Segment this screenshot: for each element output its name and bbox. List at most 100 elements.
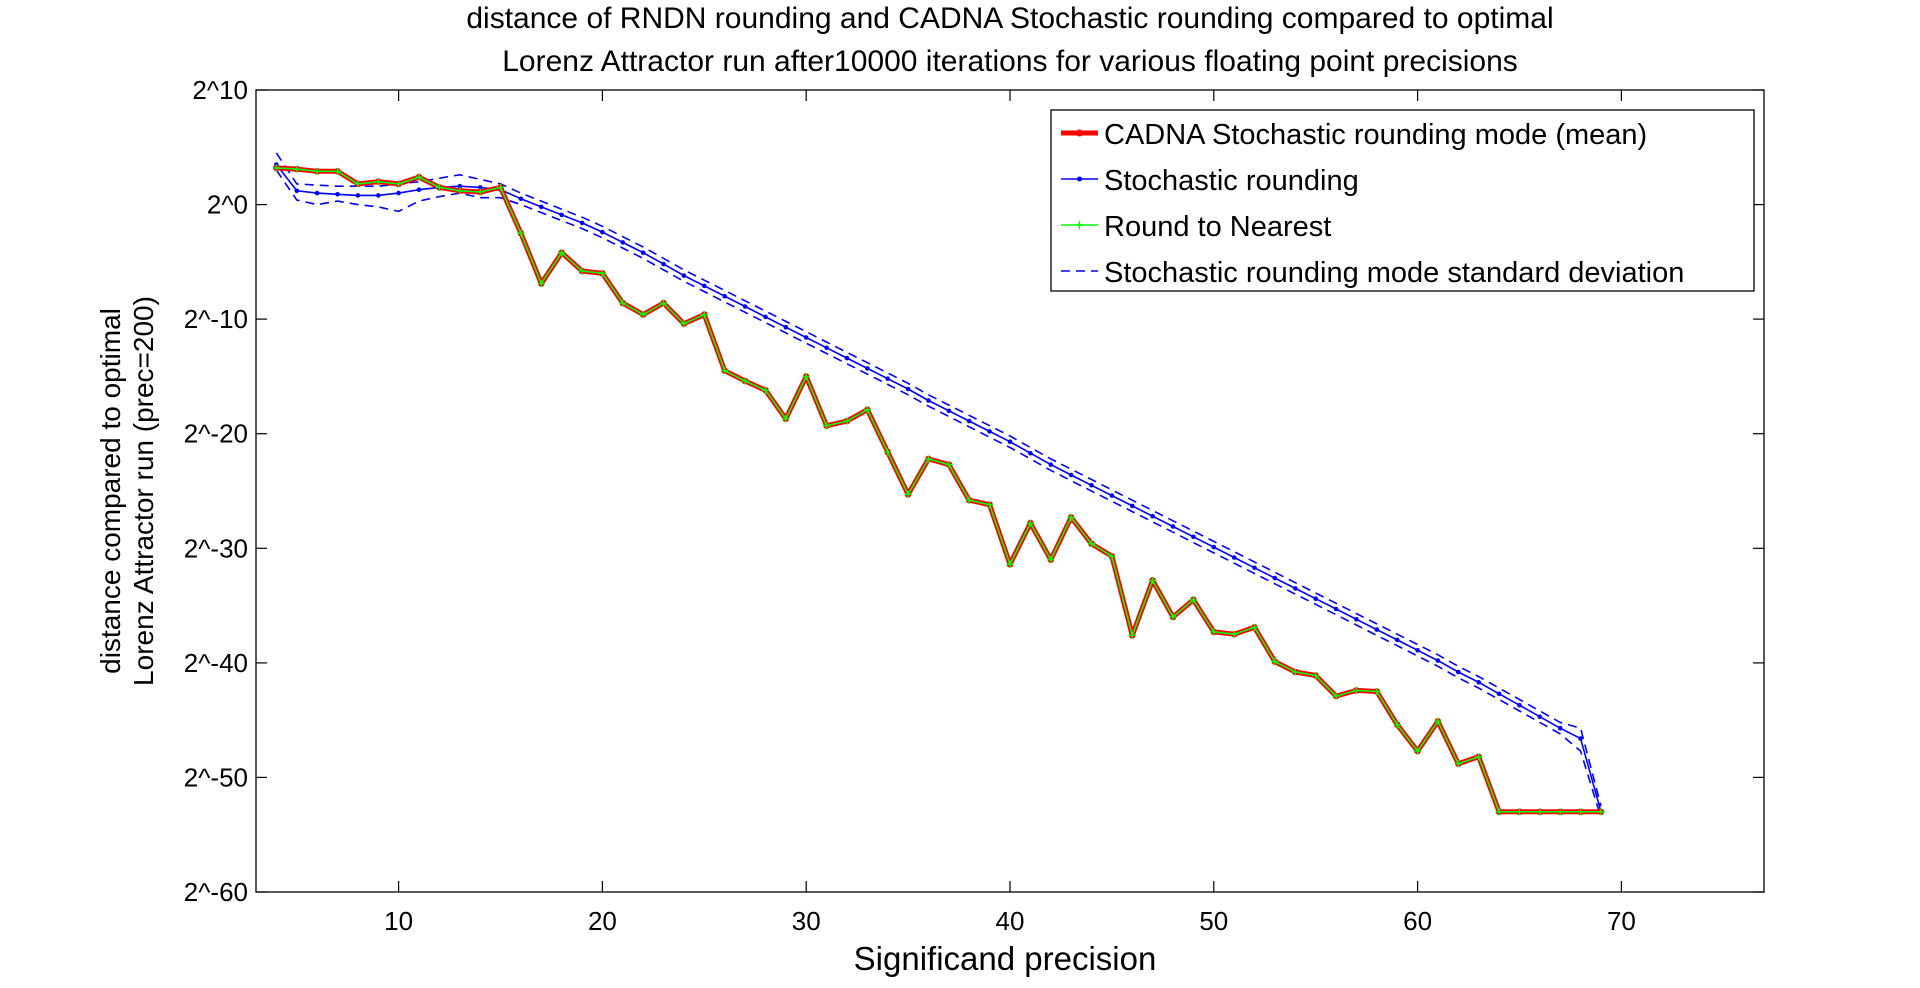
x-tick-label: 70 bbox=[1607, 906, 1636, 936]
round-to-nearest-point bbox=[843, 417, 851, 425]
round-to-nearest-point bbox=[904, 490, 912, 498]
stochastic-rounding-point bbox=[1313, 596, 1318, 601]
axis-ticks: 10 20 30 40 50 60 70 2^10 2^0 2^-10 2^-20 2^-30 2^-4… bbox=[184, 75, 1764, 936]
round-to-nearest-point bbox=[517, 229, 525, 237]
round-to-nearest-point bbox=[313, 167, 321, 175]
stochastic-rounding-point bbox=[966, 418, 972, 424]
stochastic-rounding-point bbox=[1211, 544, 1217, 550]
round-to-nearest-point bbox=[1108, 552, 1116, 560]
round-to-nearest-point bbox=[1088, 540, 1095, 548]
round-to-nearest-point bbox=[1373, 688, 1381, 695]
round-to-nearest-point bbox=[1536, 808, 1544, 816]
chart-title-line-2: Lorenz Attractor run after10000 iteratio… bbox=[502, 45, 1518, 78]
legend-marker-stochastic bbox=[1077, 176, 1082, 182]
stochastic-rounding-point bbox=[681, 273, 687, 278]
round-to-nearest-point bbox=[863, 406, 871, 414]
round-to-nearest-point bbox=[1149, 576, 1157, 584]
stochastic-rounding-point bbox=[579, 220, 585, 226]
round-to-nearest-point bbox=[1597, 808, 1605, 816]
round-to-nearest-point bbox=[1577, 808, 1585, 816]
y-tick-label: 2^0 bbox=[207, 190, 248, 220]
stochastic-rounding-point bbox=[600, 229, 605, 235]
round-to-nearest-point bbox=[578, 267, 586, 275]
stochastic-rounding-point bbox=[539, 204, 544, 210]
stochastic-rounding-point bbox=[559, 212, 564, 218]
legend-marker-round-to-nearest bbox=[1075, 221, 1084, 229]
stochastic-rounding-point bbox=[1435, 658, 1441, 663]
round-to-nearest-point bbox=[395, 180, 403, 188]
stochastic-rounding-point bbox=[518, 196, 524, 202]
round-to-nearest-point bbox=[354, 180, 362, 188]
round-to-nearest-point bbox=[497, 183, 504, 191]
round-to-nearest-point bbox=[1414, 747, 1422, 755]
y-axis-label-line-2: Lorenz Attractor run (prec=200) bbox=[128, 296, 159, 686]
stochastic-rounding-point bbox=[1476, 680, 1481, 685]
round-to-nearest-point bbox=[986, 501, 994, 509]
round-to-nearest-point bbox=[1312, 672, 1320, 679]
stochastic-rounding-point bbox=[396, 190, 401, 196]
round-to-nearest-point bbox=[558, 249, 566, 257]
x-tick-label: 50 bbox=[1199, 906, 1228, 936]
round-to-nearest-point bbox=[598, 269, 606, 277]
x-tick-label: 40 bbox=[996, 906, 1025, 936]
stochastic-rounding-point bbox=[1456, 669, 1461, 675]
stochastic-rounding-point bbox=[1293, 586, 1298, 591]
round-to-nearest-point bbox=[1332, 692, 1340, 700]
round-to-nearest-point bbox=[435, 183, 443, 191]
stochastic-rounding-point bbox=[620, 240, 626, 245]
y-tick-label: 2^-60 bbox=[184, 877, 248, 907]
round-to-nearest-point bbox=[802, 372, 810, 380]
round-to-nearest-point bbox=[721, 367, 729, 375]
stochastic-rounding-point bbox=[1496, 691, 1502, 697]
stochastic-rounding-point bbox=[416, 187, 422, 192]
round-to-nearest-point bbox=[925, 455, 932, 463]
round-to-nearest-point bbox=[1128, 631, 1136, 639]
stochastic-rounding-point bbox=[763, 314, 768, 320]
round-to-nearest-point bbox=[1454, 760, 1462, 768]
stochastic-rounding-point bbox=[1109, 493, 1115, 498]
stochastic-rounding-point bbox=[1537, 714, 1543, 719]
round-to-nearest-point bbox=[374, 178, 382, 186]
legend: CADNA Stochastic rounding mode (mean) St… bbox=[1050, 109, 1755, 292]
legend-label-cadna-mean: CADNA Stochastic rounding mode (mean) bbox=[1104, 119, 1647, 151]
stochastic-rounding-point bbox=[1578, 736, 1583, 741]
round-to-nearest-point bbox=[1169, 613, 1177, 621]
stochastic-rounding-point bbox=[376, 193, 381, 198]
round-to-nearest-point bbox=[272, 164, 280, 172]
x-tick-label: 10 bbox=[384, 906, 413, 936]
stochastic-rounding-point bbox=[477, 185, 483, 190]
y-tick-label: 2^-50 bbox=[184, 762, 248, 792]
round-to-nearest-point bbox=[1475, 753, 1483, 761]
stochastic-rounding-point bbox=[1394, 637, 1400, 643]
stochastic-rounding-point bbox=[824, 345, 829, 351]
round-to-nearest-point bbox=[1271, 658, 1279, 666]
round-to-nearest-point bbox=[1251, 623, 1258, 631]
round-to-nearest-point bbox=[537, 280, 545, 288]
round-to-nearest-point bbox=[1189, 596, 1197, 604]
stochastic-rounding-point bbox=[1150, 513, 1155, 519]
stochastic-rounding-point bbox=[865, 366, 870, 371]
stochastic-rounding-point bbox=[742, 304, 748, 309]
stochastic-rounding-point bbox=[1415, 648, 1420, 653]
x-tick-label: 60 bbox=[1403, 906, 1432, 936]
stochastic-rounding-point bbox=[803, 335, 809, 340]
stochastic-rounding-point bbox=[1252, 565, 1257, 571]
stochastic-rounding-point bbox=[1007, 439, 1013, 445]
series-layer bbox=[272, 152, 1605, 818]
round-to-nearest-point bbox=[782, 415, 790, 423]
stochastic-rounding-point bbox=[355, 193, 361, 198]
stochastic-rounding-point bbox=[844, 355, 850, 361]
stochastic-rounding-point bbox=[294, 188, 300, 194]
round-to-nearest-point bbox=[1047, 556, 1055, 564]
stochastic-rounding-point bbox=[1354, 617, 1359, 622]
stochastic-rounding-point bbox=[661, 261, 666, 267]
stochastic-rounding-point bbox=[1191, 534, 1196, 540]
round-to-nearest-point bbox=[945, 461, 953, 469]
chart-title-line-1: distance of RNDN rounding and CADNA Stoc… bbox=[466, 2, 1553, 35]
stochastic-rounding-point bbox=[335, 192, 340, 197]
round-to-nearest-point bbox=[680, 320, 688, 328]
x-axis-label: Significand precision bbox=[854, 940, 1157, 977]
round-to-nearest-point bbox=[619, 299, 627, 307]
stochastic-rounding-point bbox=[1272, 575, 1278, 581]
round-to-nearest-point bbox=[1067, 513, 1075, 521]
